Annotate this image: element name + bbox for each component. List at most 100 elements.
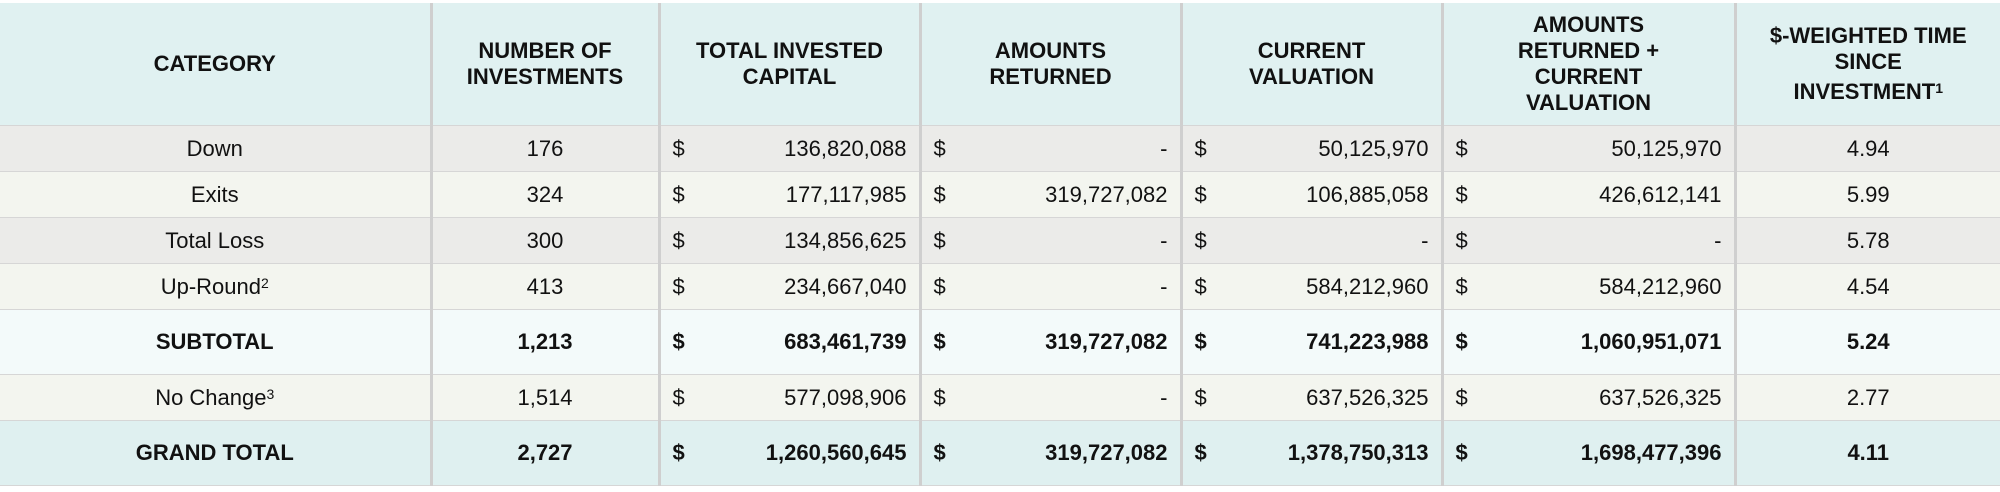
amount-cell: $637,526,325 [1440, 374, 1735, 421]
amount-value: 319,727,082 [1045, 181, 1168, 207]
amount-value: - [1160, 135, 1168, 161]
category-cell: Exits [0, 171, 431, 218]
amount-value: - [1421, 227, 1429, 253]
amount-cell: $ - [918, 374, 1181, 421]
amount-value: 1,698,477,396 [1580, 440, 1722, 465]
amount-value: 234,667,040 [784, 273, 907, 299]
category: Exits [190, 181, 239, 207]
column-header: AMOUNTS RETURNED [918, 3, 1181, 126]
amount: $584,212,960 [1195, 274, 1429, 300]
amount-value: 177,117,985 [785, 181, 907, 207]
currency: $ [1194, 384, 1207, 410]
amount-value: - [1714, 227, 1722, 253]
currency: $ [672, 440, 685, 465]
currency: $ [933, 227, 946, 253]
currency: $ [1455, 384, 1468, 410]
footnote-mark: 2 [260, 274, 269, 291]
amount-cell: $319,727,082 [918, 171, 1181, 218]
amount-cell: $1,698,477,396 [1440, 420, 1735, 486]
currency: $ [672, 135, 685, 161]
amount: $1,698,477,396 [1456, 440, 1722, 466]
amount-cell: $ - [1179, 217, 1442, 264]
currency: $ [933, 329, 946, 354]
currency: $ [1455, 135, 1468, 161]
currency: $ [672, 384, 685, 410]
currency: $ [1194, 181, 1207, 207]
currency: $ [933, 440, 946, 465]
amount: $136,820,088 [673, 136, 907, 162]
amount-cell: $637,526,325 [1179, 374, 1442, 421]
category-cell: Down [0, 125, 431, 172]
category: Total Loss [165, 227, 265, 253]
table-row: Up-Round2 413 $234,667,040 $ - $584,212,960 $5… [0, 263, 2000, 310]
count-cell: 324 [429, 171, 659, 218]
column-header: CATEGORY [0, 3, 431, 126]
years-cell: 4.54 [1733, 263, 2000, 310]
table-row: Total Loss 300 $134,856,625 $ - $ - $ -5.78 [0, 217, 2000, 264]
amount: $1,260,560,645 [673, 440, 907, 466]
currency: $ [1455, 440, 1468, 465]
table-row: Exits 324 $177,117,985 $319,727,082 $106,885… [0, 171, 2000, 218]
amount: $584,212,960 [1456, 274, 1722, 300]
column-header: CURRENT VALUATION [1179, 3, 1442, 126]
amount-cell: $584,212,960 [1179, 263, 1442, 310]
header-text: NUMBER OF INVESTMENTS [466, 38, 624, 89]
currency: $ [1194, 227, 1207, 253]
count-cell: 413 [429, 263, 659, 310]
amount: $319,727,082 [934, 440, 1168, 466]
amount-value: 134,856,625 [784, 227, 907, 253]
amount-value: 1,378,750,313 [1287, 440, 1429, 465]
amount: $1,378,750,313 [1195, 440, 1429, 466]
amount-value: 584,212,960 [1599, 273, 1722, 299]
column-header: TOTAL INVESTED CAPITAL [657, 3, 920, 126]
amount-value: 136,820,088 [784, 135, 907, 161]
amount: $234,667,040 [673, 274, 907, 300]
amount-value: 637,526,325 [1599, 384, 1722, 410]
currency: $ [933, 273, 946, 299]
footnote-mark: 3 [266, 385, 275, 402]
amount: $637,526,325 [1195, 385, 1429, 411]
currency: $ [1455, 181, 1468, 207]
amount: $637,526,325 [1456, 385, 1722, 411]
header-text: AMOUNTS RETURNED + CURRENT VALUATION [1517, 12, 1660, 115]
amount: $319,727,082 [934, 182, 1168, 208]
years-cell: 5.24 [1733, 309, 2000, 375]
amount: $50,125,970 [1456, 136, 1722, 162]
amount-cell: $ - [918, 125, 1181, 172]
table-row: Down 176 $136,820,088 $ - $50,125,970 $50,125,… [0, 125, 2000, 172]
category: No Change [155, 384, 267, 410]
amount: $1,060,951,071 [1456, 329, 1722, 355]
category-cell: Total Loss [0, 217, 431, 264]
years-cell: 4.94 [1733, 125, 2000, 172]
amount-cell: $1,378,750,313 [1179, 420, 1442, 486]
header-text: CURRENT VALUATION [1248, 38, 1375, 89]
amount-cell: $741,223,988 [1179, 309, 1442, 375]
amount-value: 50,125,970 [1611, 135, 1722, 161]
amount: $ - [934, 385, 1168, 411]
category: Down [186, 135, 243, 161]
amount-cell: $234,667,040 [657, 263, 920, 310]
currency: $ [672, 181, 685, 207]
currency: $ [1455, 329, 1468, 354]
amount-cell: $1,260,560,645 [657, 420, 920, 486]
amount: $ - [1195, 228, 1429, 254]
amount-value: 426,612,141 [1599, 181, 1722, 207]
amount-value: 1,060,951,071 [1580, 329, 1722, 354]
header-text: TOTAL INVESTED CAPITAL [695, 38, 884, 89]
amount-cell: $577,098,906 [657, 374, 920, 421]
amount-value: 683,461,739 [784, 329, 907, 354]
amount-value: 106,885,058 [1306, 181, 1429, 207]
amount: $319,727,082 [934, 329, 1168, 355]
amount-cell: $683,461,739 [657, 309, 920, 375]
amount: $134,856,625 [673, 228, 907, 254]
amount: $177,117,985 [673, 182, 907, 208]
count-cell: 1,514 [429, 374, 659, 421]
amount: $ - [1456, 228, 1722, 254]
amount: $50,125,970 [1195, 136, 1429, 162]
amount-value: - [1160, 227, 1168, 253]
header-row: CATEGORY NUMBER OF INVESTMENTS TOTAL INVES… [0, 3, 2000, 126]
amount-cell: $426,612,141 [1440, 171, 1735, 218]
amount-value: 637,526,325 [1306, 384, 1429, 410]
amount: $ - [934, 136, 1168, 162]
category-cell: GRAND TOTAL [0, 420, 431, 486]
